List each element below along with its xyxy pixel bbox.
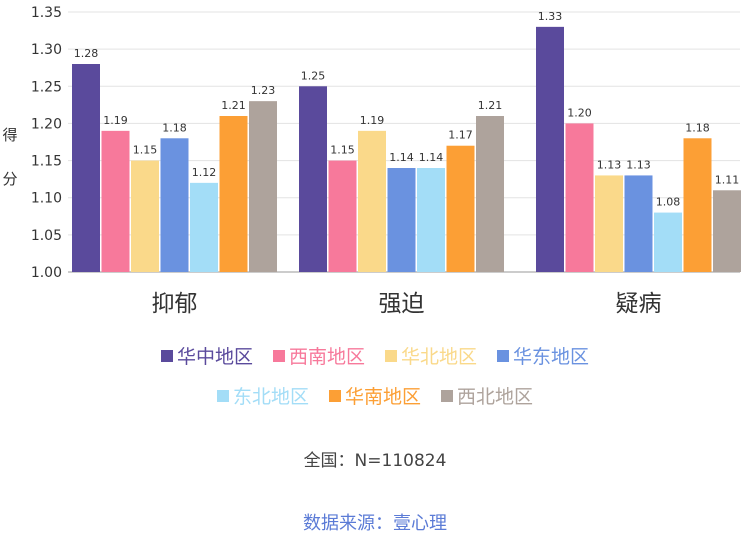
- legend-row-2: 东北地区 华南地区 西北地区: [0, 382, 750, 409]
- legend-label: 华南地区: [344, 386, 421, 408]
- y-tick-label: 1.00: [31, 265, 62, 281]
- bar: [417, 168, 445, 272]
- data-label: 1.20: [567, 106, 592, 119]
- legend-label: 东北地区: [232, 386, 309, 408]
- legend-label: 华北地区: [401, 346, 478, 368]
- legend-swatch: [272, 350, 285, 362]
- bar: [101, 130, 130, 272]
- y-tick-label: 1.10: [31, 191, 62, 207]
- legend-swatch: [216, 390, 229, 402]
- bar: [131, 160, 159, 272]
- y-axis-label: 得分: [2, 126, 17, 188]
- data-label: 1.33: [538, 10, 563, 23]
- data-label: 1.17: [448, 129, 473, 142]
- bar: [190, 182, 218, 272]
- bar: [299, 86, 327, 273]
- y-axis-ticks: 1.00 1.05 1.10 1.15 1.20 1.25 1.30 1.35: [31, 5, 62, 281]
- legend-label: 西北地区: [457, 386, 534, 408]
- legend-item: 西北地区: [441, 382, 533, 409]
- bars: [72, 26, 741, 273]
- bar: [654, 212, 682, 272]
- data-label: 1.21: [221, 99, 246, 112]
- x-axis-categories: 抑郁 强迫 疑病: [152, 291, 662, 317]
- data-label: 1.19: [360, 114, 385, 127]
- y-tick-label: 1.15: [31, 154, 62, 170]
- data-label: 1.25: [301, 69, 326, 82]
- legend-item: 东北地区: [216, 382, 309, 409]
- bar: [328, 160, 357, 272]
- legend-swatch: [441, 390, 453, 402]
- legend-item: 华南地区: [328, 382, 421, 409]
- y-axis-label-char: 分: [2, 170, 17, 188]
- bar: [160, 138, 189, 272]
- bar: [72, 64, 100, 272]
- legend-swatch: [160, 350, 173, 362]
- bar: [536, 26, 564, 272]
- y-axis-label-char: 得: [2, 126, 17, 144]
- bar: [683, 138, 712, 272]
- legend-label: 华东地区: [513, 346, 590, 368]
- data-label: 1.28: [74, 47, 99, 60]
- legend-item: 华东地区: [497, 342, 589, 369]
- legend-item: 西南地区: [272, 342, 365, 369]
- data-label: 1.14: [389, 151, 414, 164]
- bar: [249, 101, 277, 273]
- legend-item: 华中地区: [160, 342, 253, 369]
- y-tick-label: 1.05: [31, 228, 62, 244]
- data-label: 1.13: [626, 158, 651, 171]
- x-category-label: 强迫: [379, 291, 425, 317]
- y-tick-label: 1.35: [31, 5, 62, 21]
- data-label: 1.23: [251, 84, 276, 97]
- bar: [476, 116, 504, 272]
- legend-label: 西南地区: [288, 346, 365, 368]
- sample-size-note: 全国：N=110824: [303, 451, 447, 471]
- data-labels: 1.28 1.19 1.15 1.18 1.12 1.21 1.23 1.25 1.15 1.19…: [74, 10, 740, 209]
- y-tick-label: 1.30: [31, 42, 62, 58]
- data-label: 1.12: [192, 166, 217, 179]
- legend-swatch: [497, 350, 510, 362]
- data-label: 1.11: [715, 173, 740, 186]
- bar: [387, 168, 416, 272]
- bar: [595, 175, 623, 272]
- bar: [624, 175, 653, 272]
- bar: [565, 123, 594, 272]
- y-tick-label: 1.25: [31, 79, 62, 95]
- legend-item: 华北地区: [385, 342, 477, 369]
- y-tick-label: 1.20: [31, 116, 62, 132]
- bar: [446, 145, 475, 272]
- legend-label: 华中地区: [176, 346, 253, 368]
- legend-swatch: [328, 390, 341, 402]
- data-label: 1.15: [330, 144, 355, 157]
- bar: [219, 116, 248, 272]
- legend-row-1: 华中地区 西南地区 华北地区 华东地区: [0, 342, 750, 369]
- data-label: 1.14: [419, 151, 444, 164]
- data-label: 1.18: [162, 121, 187, 134]
- data-source-note: 数据来源：壹心理: [303, 513, 447, 534]
- x-category-label: 疑病: [616, 291, 662, 317]
- data-label: 1.15: [133, 144, 158, 157]
- bar: [713, 190, 741, 272]
- legend-swatch: [385, 350, 397, 362]
- data-label: 1.08: [656, 196, 681, 209]
- data-label: 1.18: [685, 121, 710, 134]
- x-category-label: 抑郁: [152, 291, 198, 317]
- data-label: 1.21: [478, 99, 503, 112]
- data-label: 1.13: [597, 158, 622, 171]
- bar: [358, 130, 386, 272]
- data-label: 1.19: [103, 114, 128, 127]
